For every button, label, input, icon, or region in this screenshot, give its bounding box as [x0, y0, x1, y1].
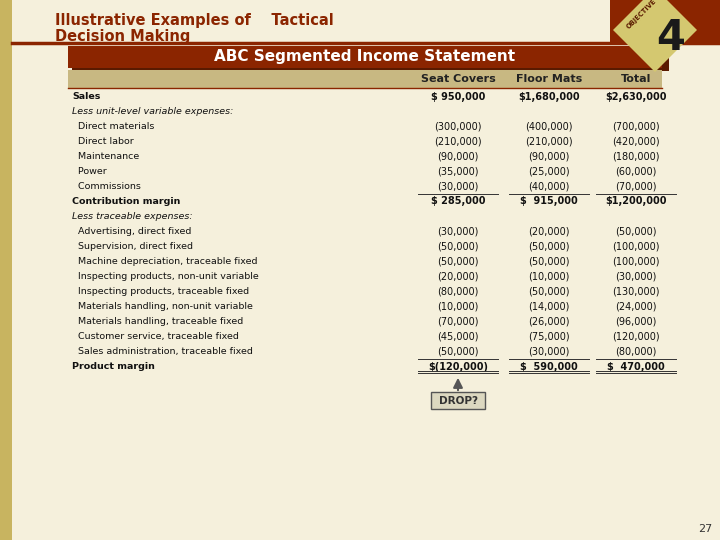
- Text: (40,000): (40,000): [528, 181, 570, 192]
- Text: Advertising, direct fixed: Advertising, direct fixed: [72, 227, 192, 236]
- Text: $1,680,000: $1,680,000: [518, 91, 580, 102]
- Text: $  915,000: $ 915,000: [520, 197, 578, 206]
- Text: (80,000): (80,000): [437, 287, 479, 296]
- Text: (50,000): (50,000): [528, 256, 570, 267]
- Text: (60,000): (60,000): [616, 166, 657, 177]
- Text: Direct materials: Direct materials: [72, 122, 154, 131]
- Text: (25,000): (25,000): [528, 166, 570, 177]
- Text: (30,000): (30,000): [528, 347, 570, 356]
- Text: (50,000): (50,000): [616, 226, 657, 237]
- Text: (90,000): (90,000): [528, 152, 570, 161]
- Text: (45,000): (45,000): [437, 332, 479, 341]
- Text: (35,000): (35,000): [437, 166, 479, 177]
- Text: Product margin: Product margin: [72, 362, 155, 371]
- Bar: [68, 70, 662, 88]
- Polygon shape: [613, 0, 697, 72]
- Bar: [72, 49, 669, 71]
- Text: Commissions: Commissions: [72, 182, 141, 191]
- Text: Less unit-level variable expenses:: Less unit-level variable expenses:: [72, 107, 233, 116]
- Text: (96,000): (96,000): [616, 316, 657, 327]
- Text: Inspecting products, traceable fixed: Inspecting products, traceable fixed: [72, 287, 249, 296]
- Text: Inspecting products, non-unit variable: Inspecting products, non-unit variable: [72, 272, 258, 281]
- Text: (180,000): (180,000): [612, 152, 660, 161]
- Text: (50,000): (50,000): [528, 287, 570, 296]
- Text: (10,000): (10,000): [437, 301, 479, 312]
- Text: (30,000): (30,000): [616, 272, 657, 281]
- Text: (130,000): (130,000): [612, 287, 660, 296]
- Text: (24,000): (24,000): [616, 301, 657, 312]
- Text: Maintenance: Maintenance: [72, 152, 139, 161]
- Text: Contribution margin: Contribution margin: [72, 197, 181, 206]
- Text: (80,000): (80,000): [616, 347, 657, 356]
- Text: (100,000): (100,000): [612, 241, 660, 252]
- Text: (100,000): (100,000): [612, 256, 660, 267]
- Text: Less traceable expenses:: Less traceable expenses:: [72, 212, 193, 221]
- Text: Illustrative Examples of    Tactical: Illustrative Examples of Tactical: [55, 13, 334, 28]
- Bar: [68, 46, 662, 68]
- Text: $  470,000: $ 470,000: [607, 361, 665, 372]
- Text: (90,000): (90,000): [437, 152, 479, 161]
- Text: Materials handling, traceable fixed: Materials handling, traceable fixed: [72, 317, 243, 326]
- Text: (75,000): (75,000): [528, 332, 570, 341]
- Text: Total: Total: [621, 74, 651, 84]
- Text: (14,000): (14,000): [528, 301, 570, 312]
- Text: $  590,000: $ 590,000: [520, 361, 578, 372]
- Text: $1,200,000: $1,200,000: [606, 197, 667, 206]
- Text: (20,000): (20,000): [437, 272, 479, 281]
- Text: $ 285,000: $ 285,000: [431, 197, 485, 206]
- Text: Machine depreciation, traceable fixed: Machine depreciation, traceable fixed: [72, 257, 258, 266]
- Text: Direct labor: Direct labor: [72, 137, 134, 146]
- Text: 27: 27: [698, 524, 712, 534]
- Text: Supervision, direct fixed: Supervision, direct fixed: [72, 242, 193, 251]
- Text: (420,000): (420,000): [612, 137, 660, 146]
- Text: (26,000): (26,000): [528, 316, 570, 327]
- Text: OBJECTIVE: OBJECTIVE: [625, 0, 657, 30]
- Text: Power: Power: [72, 167, 107, 176]
- Text: (50,000): (50,000): [528, 241, 570, 252]
- Text: (300,000): (300,000): [434, 122, 482, 132]
- Text: Materials handling, non-unit variable: Materials handling, non-unit variable: [72, 302, 253, 311]
- Text: (400,000): (400,000): [526, 122, 572, 132]
- Text: (20,000): (20,000): [528, 226, 570, 237]
- Text: (210,000): (210,000): [434, 137, 482, 146]
- Text: Decision Making: Decision Making: [55, 29, 190, 44]
- Text: (70,000): (70,000): [437, 316, 479, 327]
- Text: (50,000): (50,000): [437, 256, 479, 267]
- Text: (50,000): (50,000): [437, 347, 479, 356]
- Text: (50,000): (50,000): [437, 241, 479, 252]
- Text: (70,000): (70,000): [616, 181, 657, 192]
- Text: DROP?: DROP?: [438, 395, 477, 406]
- Text: $2,630,000: $2,630,000: [606, 91, 667, 102]
- Text: ABC Segmented Income Statement: ABC Segmented Income Statement: [215, 50, 516, 64]
- Text: (10,000): (10,000): [528, 272, 570, 281]
- Bar: [610, 0, 720, 45]
- Text: (30,000): (30,000): [437, 226, 479, 237]
- FancyBboxPatch shape: [431, 392, 485, 409]
- Text: Sales: Sales: [72, 92, 100, 101]
- Text: Floor Mats: Floor Mats: [516, 74, 582, 84]
- Text: Seat Covers: Seat Covers: [420, 74, 495, 84]
- Text: (210,000): (210,000): [525, 137, 573, 146]
- Bar: [0, 0, 12, 540]
- Text: $(120,000): $(120,000): [428, 361, 488, 372]
- Text: Sales administration, traceable fixed: Sales administration, traceable fixed: [72, 347, 253, 356]
- Text: $ 950,000: $ 950,000: [431, 91, 485, 102]
- Text: Customer service, traceable fixed: Customer service, traceable fixed: [72, 332, 239, 341]
- Text: (700,000): (700,000): [612, 122, 660, 132]
- Text: (120,000): (120,000): [612, 332, 660, 341]
- Text: (30,000): (30,000): [437, 181, 479, 192]
- Text: 4: 4: [657, 17, 685, 59]
